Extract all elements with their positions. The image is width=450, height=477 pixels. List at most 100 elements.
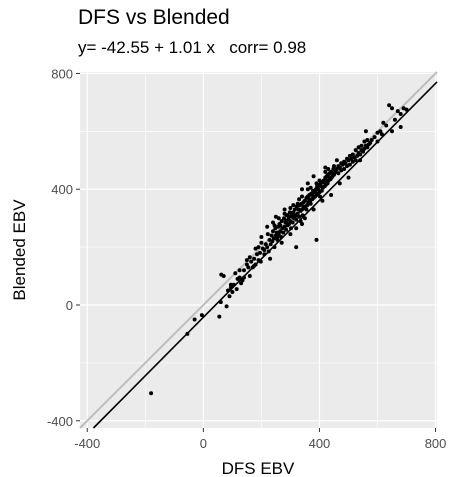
data-point	[297, 214, 302, 219]
data-point	[258, 259, 263, 264]
data-point	[336, 171, 341, 176]
data-point	[240, 278, 245, 283]
x-axis-title: DFS EBV	[222, 459, 295, 477]
data-point	[332, 164, 336, 169]
data-point	[330, 171, 335, 176]
data-point	[265, 232, 270, 237]
data-points	[149, 103, 409, 396]
data-point	[234, 287, 239, 292]
data-point	[259, 235, 264, 239]
data-point	[221, 274, 226, 278]
data-point	[288, 206, 293, 210]
data-point	[346, 175, 351, 180]
data-point	[279, 219, 284, 224]
data-point	[323, 165, 328, 170]
data-point	[287, 210, 292, 215]
data-point	[284, 219, 289, 224]
data-point	[300, 194, 304, 199]
data-point	[363, 129, 368, 134]
data-point	[271, 236, 276, 241]
data-point	[318, 194, 322, 199]
grid-lines	[80, 72, 437, 428]
data-point	[255, 252, 259, 257]
data-point	[345, 156, 349, 161]
data-point	[308, 201, 313, 206]
data-point	[233, 271, 238, 276]
data-point	[337, 181, 342, 186]
data-point	[247, 274, 252, 278]
data-point	[311, 207, 316, 212]
data-point	[275, 237, 280, 242]
data-point	[311, 174, 316, 179]
data-point	[324, 178, 329, 183]
data-point	[218, 300, 223, 305]
data-point	[342, 167, 347, 171]
data-point	[300, 187, 304, 192]
data-point	[246, 265, 251, 270]
data-point	[359, 143, 364, 148]
data-point	[247, 255, 252, 260]
data-point	[273, 214, 278, 219]
data-point	[302, 216, 307, 221]
data-point	[259, 240, 264, 245]
data-point	[295, 201, 300, 206]
data-point	[369, 138, 374, 142]
data-point	[289, 226, 293, 231]
data-point	[392, 117, 397, 122]
data-point	[149, 391, 154, 396]
data-point	[404, 107, 409, 112]
data-point	[305, 181, 310, 186]
data-point	[272, 223, 277, 228]
data-point	[314, 181, 319, 186]
axes: -400 0 400 800 -400 0 400 800	[47, 66, 446, 451]
data-point	[384, 123, 389, 128]
data-point	[304, 207, 309, 212]
data-point	[269, 233, 274, 238]
data-point	[358, 158, 363, 163]
data-point	[294, 226, 299, 231]
data-point	[292, 214, 297, 219]
data-point	[244, 258, 249, 263]
data-point	[298, 219, 303, 224]
data-point	[372, 135, 377, 140]
data-point	[217, 314, 222, 319]
data-point	[327, 175, 332, 180]
chart-title: DFS vs Blended	[78, 6, 230, 29]
data-point	[226, 288, 230, 293]
data-point	[275, 235, 280, 239]
data-point	[353, 148, 358, 153]
data-point	[231, 282, 236, 287]
data-point	[329, 193, 334, 197]
data-point	[265, 245, 270, 250]
data-point	[237, 275, 242, 280]
data-point	[320, 198, 325, 203]
data-point	[365, 138, 370, 142]
data-point	[301, 204, 306, 209]
data-point	[336, 164, 341, 169]
y-tick-label: 800	[51, 66, 73, 81]
x-tick-label: 800	[425, 436, 447, 451]
data-point	[252, 256, 257, 261]
data-point	[334, 158, 339, 163]
data-point	[249, 259, 254, 264]
data-point	[398, 125, 403, 129]
data-point	[297, 197, 302, 202]
data-point	[199, 313, 204, 318]
data-point	[282, 207, 287, 212]
data-point	[290, 220, 295, 225]
data-point	[379, 132, 384, 137]
data-point	[258, 250, 262, 255]
x-tick-label: 400	[309, 436, 331, 451]
data-point	[291, 203, 296, 208]
data-point	[268, 256, 273, 261]
data-point	[266, 249, 271, 254]
data-point	[358, 152, 363, 157]
data-point	[308, 185, 313, 190]
data-point	[271, 229, 275, 234]
data-point	[237, 268, 242, 273]
data-point	[381, 120, 386, 125]
data-point	[323, 169, 328, 174]
data-point	[316, 187, 320, 192]
data-point	[262, 248, 267, 252]
data-point	[333, 168, 338, 173]
